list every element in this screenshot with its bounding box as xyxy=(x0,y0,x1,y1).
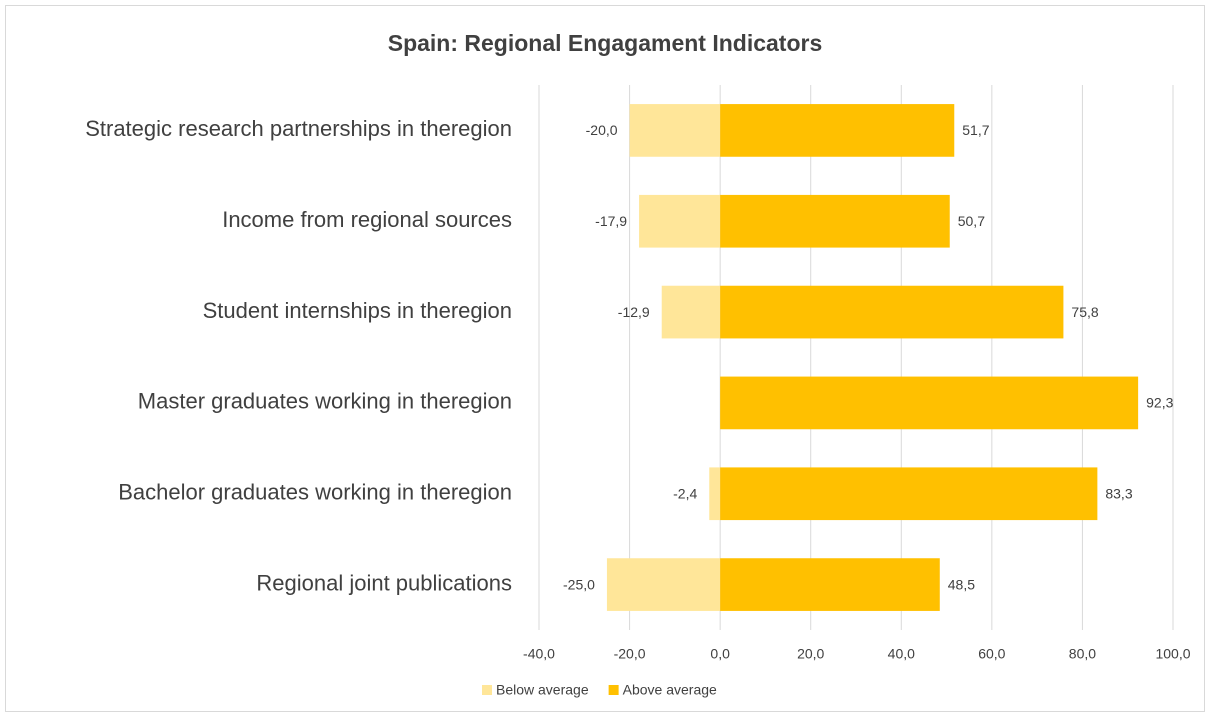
data-label: -2,4 xyxy=(673,485,697,501)
x-tick-label: 80,0 xyxy=(1069,646,1096,662)
data-label: 51,7 xyxy=(962,122,989,138)
x-tick-label: 100,0 xyxy=(1155,646,1190,662)
chart-title: Spain: Regional Engagament Indicators xyxy=(388,30,823,56)
bar xyxy=(629,104,721,157)
y-tick-label: Strategic research partnerships in there… xyxy=(85,116,512,141)
x-tick-label: -40,0 xyxy=(523,646,555,662)
data-label: 75,8 xyxy=(1071,304,1098,320)
data-label: -17,9 xyxy=(595,213,627,229)
x-tick-label: 0,0 xyxy=(710,646,730,662)
data-label: -20,0 xyxy=(586,122,618,138)
data-label: -25,0 xyxy=(563,576,595,592)
legend-label: Below average xyxy=(496,682,589,698)
chart-border xyxy=(5,5,1205,712)
x-tick-label: 60,0 xyxy=(978,646,1005,662)
data-label: -12,9 xyxy=(618,304,650,320)
bar xyxy=(639,194,721,248)
data-label: 83,3 xyxy=(1105,485,1132,501)
bar xyxy=(720,558,940,611)
bar xyxy=(606,558,721,611)
bar xyxy=(720,194,950,248)
legend-swatch xyxy=(608,685,619,695)
bar xyxy=(720,285,1064,339)
y-tick-label: Master graduates working in theregion xyxy=(138,389,512,414)
legend-swatch xyxy=(482,685,492,695)
bar xyxy=(709,467,721,521)
bar xyxy=(720,104,955,157)
x-tick-label: 20,0 xyxy=(797,646,824,662)
y-tick-label: Student internships in theregion xyxy=(203,298,512,323)
x-tick-label: 40,0 xyxy=(888,646,915,662)
bar xyxy=(661,285,721,339)
x-tick-label: -20,0 xyxy=(614,646,646,662)
bar xyxy=(720,467,1098,521)
y-tick-label: Bachelor graduates working in theregion xyxy=(118,480,512,505)
legend-label: Above average xyxy=(623,682,717,698)
y-tick-label: Regional joint publications xyxy=(256,570,512,595)
data-label: 48,5 xyxy=(948,576,975,592)
y-tick-label: Income from regional sources xyxy=(222,207,512,232)
data-label: 50,7 xyxy=(958,213,985,229)
data-label: 92,3 xyxy=(1146,395,1173,411)
bar xyxy=(720,376,1139,430)
